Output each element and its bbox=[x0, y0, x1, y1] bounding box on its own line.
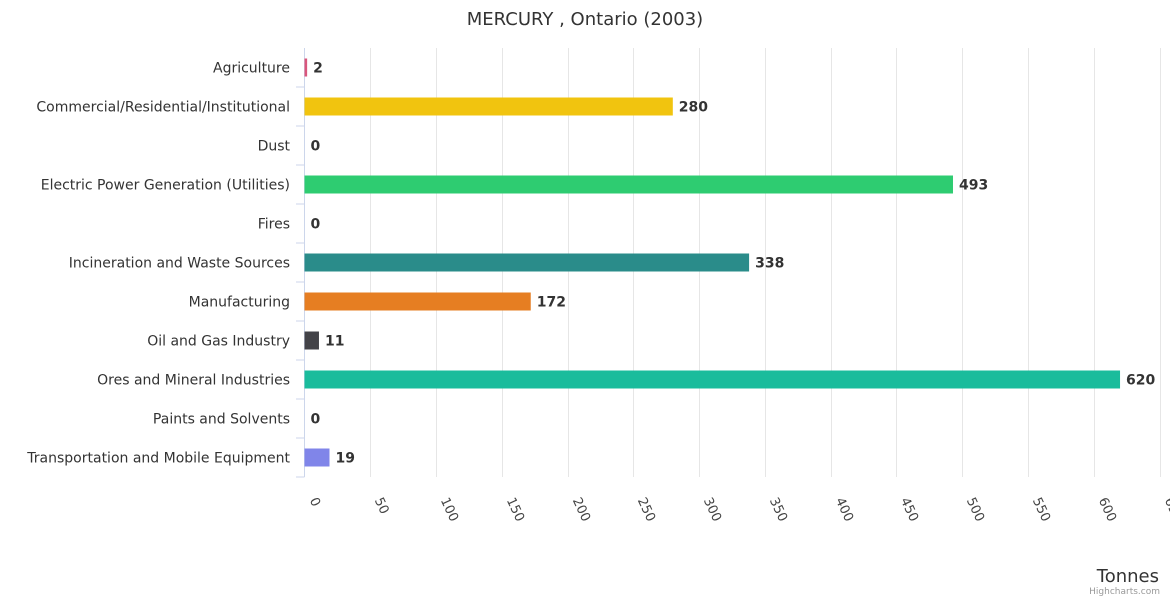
data-label: 0 bbox=[311, 139, 321, 155]
value-axis-title: Tonnes bbox=[1096, 566, 1159, 587]
data-label: 338 bbox=[755, 256, 784, 272]
data-label: 0 bbox=[311, 217, 321, 233]
bar[interactable] bbox=[304, 253, 750, 272]
category-label: Incineration and Waste Sources bbox=[69, 256, 290, 272]
value-axis-tick-label: 650 bbox=[1161, 495, 1170, 524]
data-label: 172 bbox=[537, 295, 566, 311]
bar[interactable] bbox=[304, 448, 330, 467]
category-label: Fires bbox=[258, 217, 290, 233]
category-label: Ores and Mineral Industries bbox=[97, 373, 290, 389]
category-label: Oil and Gas Industry bbox=[147, 334, 290, 350]
data-label: 2 bbox=[313, 61, 323, 77]
bar[interactable] bbox=[304, 58, 308, 77]
data-label: 620 bbox=[1126, 373, 1155, 389]
chart-title: MERCURY , Ontario (2003) bbox=[467, 9, 703, 30]
data-labels: 2 280 0 493 0 338 172 11 620 0 19 bbox=[311, 61, 1156, 467]
value-axis-tick-label: 50 bbox=[371, 495, 392, 516]
category-label: Commercial/Residential/Institutional bbox=[36, 100, 290, 116]
data-label: 19 bbox=[335, 451, 354, 467]
bars bbox=[304, 58, 1121, 467]
bar[interactable] bbox=[304, 97, 673, 116]
data-label: 280 bbox=[679, 100, 708, 116]
category-labels: Agriculture Commercial/Residential/Instit… bbox=[26, 61, 305, 478]
category-label: Manufacturing bbox=[189, 295, 290, 311]
bar[interactable] bbox=[304, 292, 531, 311]
bar[interactable] bbox=[304, 370, 1121, 389]
data-label: 11 bbox=[325, 334, 344, 350]
data-label: 0 bbox=[311, 412, 321, 428]
credits-link[interactable]: Highcharts.com bbox=[1089, 587, 1160, 597]
category-label: Transportation and Mobile Equipment bbox=[26, 451, 290, 467]
category-label: Dust bbox=[258, 139, 291, 155]
bar[interactable] bbox=[304, 331, 319, 350]
bar[interactable] bbox=[304, 175, 953, 194]
category-label: Agriculture bbox=[213, 61, 290, 77]
data-label: 493 bbox=[959, 178, 988, 194]
category-label: Paints and Solvents bbox=[153, 412, 290, 428]
category-label: Electric Power Generation (Utilities) bbox=[41, 178, 290, 194]
